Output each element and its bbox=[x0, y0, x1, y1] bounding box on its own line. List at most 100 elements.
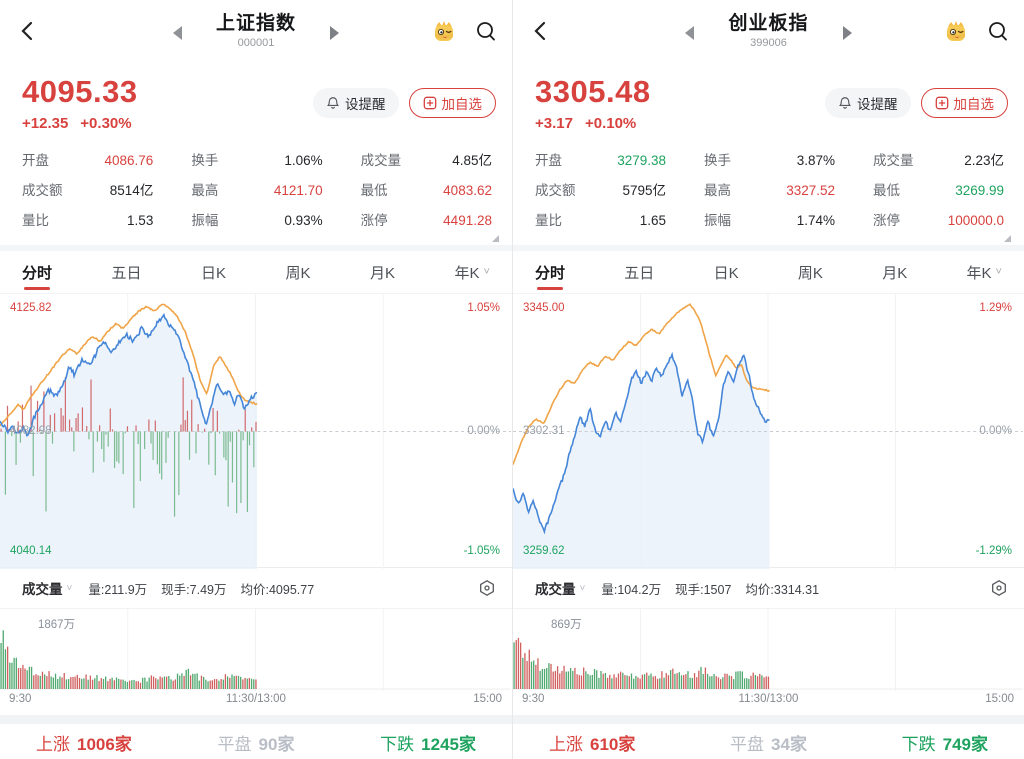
expand-stats-icon[interactable] bbox=[1004, 235, 1011, 242]
prev-index-icon[interactable] bbox=[172, 25, 182, 40]
time-tick: 9:30 bbox=[522, 693, 545, 705]
time-tick: 15:00 bbox=[985, 693, 1014, 705]
up-label: 上涨 bbox=[36, 735, 70, 754]
stat-value: 5795亿 bbox=[622, 183, 666, 198]
tab-monthly-k[interactable]: 月K bbox=[370, 264, 396, 282]
indicator-selector[interactable]: 成交量 ˅ bbox=[22, 582, 73, 597]
indicator-settings-icon[interactable] bbox=[990, 579, 1008, 597]
divider-band bbox=[0, 245, 512, 251]
back-icon[interactable] bbox=[16, 19, 40, 43]
stat-label: 振幅 bbox=[191, 213, 219, 228]
stat-value: 4086.76 bbox=[104, 153, 154, 168]
flat-count: 34家 bbox=[771, 735, 807, 754]
volume-chart[interactable]: 1867万 bbox=[0, 609, 512, 691]
bell-icon bbox=[326, 97, 340, 109]
stat-label: 量比 bbox=[22, 213, 49, 228]
index-code: 000001 bbox=[237, 37, 275, 49]
stat-value: 3269.99 bbox=[955, 183, 1004, 198]
stat-label: 最高 bbox=[191, 183, 219, 198]
down-count: 1245家 bbox=[421, 735, 476, 754]
expand-stats-icon[interactable] bbox=[492, 235, 499, 242]
intraday-chart-svg bbox=[0, 294, 511, 569]
stat-label: 换手 bbox=[704, 153, 731, 168]
intraday-chart[interactable]: 4125.82 1.05% 4082.98 0.00% 4040.14 -1.0… bbox=[0, 293, 512, 569]
tab-monthly-k[interactable]: 月K bbox=[882, 264, 908, 282]
stat-label: 开盘 bbox=[22, 153, 49, 168]
stat-label: 涨停 bbox=[360, 213, 388, 228]
header: 上证指数 000001 bbox=[0, 0, 512, 62]
stat-value: 8514亿 bbox=[109, 183, 154, 198]
add-watchlist-button[interactable]: 加自选 bbox=[408, 88, 496, 118]
period-tabs: 分时 五日 日K 周K 月K 年K ˅ bbox=[513, 251, 1024, 293]
indicator-settings-icon[interactable] bbox=[478, 579, 496, 597]
stats-grid: 开盘 4086.76 换手 1.06% 成交量 4.85亿 成交额 8514亿 最高 41… bbox=[0, 138, 512, 245]
add-watchlist-label: 加自选 bbox=[953, 97, 995, 112]
add-box-icon bbox=[423, 96, 436, 110]
stat-value: 0.93% bbox=[284, 213, 323, 228]
volume-stat: 现手:7.49万 bbox=[161, 582, 227, 597]
mascot-icon[interactable] bbox=[942, 17, 970, 45]
tab-5day[interactable]: 五日 bbox=[624, 264, 655, 282]
stat-label: 最高 bbox=[704, 183, 731, 198]
prev-index-icon[interactable] bbox=[685, 25, 695, 40]
add-watchlist-button[interactable]: 加自选 bbox=[920, 88, 1008, 118]
stat-value: 4.85亿 bbox=[452, 153, 492, 168]
chevron-down-icon: ˅ bbox=[483, 266, 490, 278]
tab-daily-k[interactable]: 日K bbox=[713, 264, 739, 282]
market-breadth: 上涨 610家 平盘 34家 下跌 749家 bbox=[513, 724, 1024, 759]
price-row: 3305.48 +3.17 +0.10% 设提醒 加自选 bbox=[513, 62, 1024, 138]
tab-minute[interactable]: 分时 bbox=[535, 251, 565, 293]
index-title: 创业板指 bbox=[728, 13, 809, 34]
volume-stat: 量:104.2万 bbox=[601, 582, 662, 597]
tab-5day[interactable]: 五日 bbox=[111, 264, 142, 282]
tab-yearly-k[interactable]: 年K ˅ bbox=[454, 264, 490, 282]
down-label: 下跌 bbox=[901, 735, 936, 754]
search-icon[interactable] bbox=[474, 19, 498, 43]
chevron-down-icon: ˅ bbox=[579, 582, 586, 594]
time-tick: 11:30/13:00 bbox=[226, 693, 286, 705]
flat-count: 90家 bbox=[258, 735, 295, 754]
header: 创业板指 399006 bbox=[513, 0, 1024, 62]
next-index-icon[interactable] bbox=[330, 25, 339, 40]
tab-minute[interactable]: 分时 bbox=[22, 251, 52, 293]
set-alert-button[interactable]: 设提醒 bbox=[825, 88, 911, 118]
set-alert-button[interactable]: 设提醒 bbox=[313, 88, 399, 118]
stat-value: 3327.52 bbox=[786, 183, 835, 198]
price-change-pct: +0.10% bbox=[584, 115, 637, 132]
price-change: +12.35 bbox=[22, 115, 69, 132]
stat-label: 最低 bbox=[873, 183, 900, 198]
stat-value: 100000.0 bbox=[947, 213, 1004, 228]
set-alert-label: 设提醒 bbox=[345, 97, 386, 112]
stat-label: 成交额 bbox=[22, 183, 63, 198]
intraday-chart[interactable]: 3345.00 1.29% 3302.31 0.00% 3259.62 -1.2… bbox=[513, 293, 1024, 569]
stat-value: 4491.28 bbox=[443, 213, 492, 228]
stat-label: 换手 bbox=[191, 153, 219, 168]
tab-yearly-k[interactable]: 年K ˅ bbox=[966, 264, 1002, 282]
up-count: 610家 bbox=[590, 735, 636, 754]
back-icon[interactable] bbox=[529, 19, 553, 43]
up-label: 上涨 bbox=[549, 735, 583, 754]
index-panel-left: 上证指数 000001 4095.33 bbox=[0, 0, 512, 759]
time-tick: 9:30 bbox=[9, 693, 32, 705]
volume-header: 成交量 ˅ 量:104.2万 现手:1507 均价:3314.31 bbox=[513, 568, 1024, 609]
stat-value: 4083.62 bbox=[443, 183, 492, 198]
tab-daily-k[interactable]: 日K bbox=[201, 264, 227, 282]
stat-value: 1.74% bbox=[796, 213, 835, 228]
mascot-icon[interactable] bbox=[430, 17, 458, 45]
volume-chart[interactable]: 869万 bbox=[513, 609, 1024, 691]
add-box-icon bbox=[935, 96, 948, 110]
volume-max-label: 869万 bbox=[551, 619, 582, 631]
next-index-icon[interactable] bbox=[842, 25, 852, 40]
indicator-selector[interactable]: 成交量 ˅ bbox=[535, 582, 586, 597]
time-tick: 15:00 bbox=[473, 693, 502, 705]
tab-weekly-k[interactable]: 周K bbox=[285, 264, 311, 282]
search-icon[interactable] bbox=[986, 19, 1010, 43]
stat-value: 1.65 bbox=[639, 213, 666, 228]
stat-label: 最低 bbox=[360, 183, 388, 198]
index-panel-right: 创业板指 399006 3305.48 bbox=[512, 0, 1024, 759]
up-count: 1006家 bbox=[77, 735, 132, 754]
tab-weekly-k[interactable]: 周K bbox=[797, 264, 823, 282]
price-row: 4095.33 +12.35 +0.30% 设提醒 加自选 bbox=[0, 62, 512, 138]
time-axis: 9:30 11:30/13:00 15:00 bbox=[513, 691, 1024, 711]
